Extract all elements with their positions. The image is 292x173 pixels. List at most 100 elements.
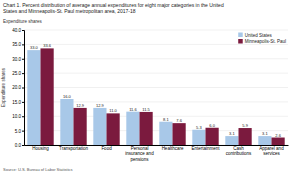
data-label: 11.6 bbox=[129, 107, 137, 112]
x-tick-label: Transportation bbox=[59, 146, 88, 151]
legend-swatch bbox=[238, 39, 243, 44]
y-tick-mark bbox=[22, 88, 24, 89]
data-label: 33.0 bbox=[30, 45, 39, 50]
y-tick: 40.0 bbox=[12, 28, 24, 33]
y-tick-label: 20.0 bbox=[12, 85, 21, 90]
bar bbox=[206, 128, 219, 145]
legend-item: United States bbox=[238, 33, 272, 38]
y-axis-line bbox=[22, 31, 25, 146]
y-tick-mark bbox=[22, 59, 24, 60]
x-tick: Transportation bbox=[59, 145, 88, 151]
legend-swatch bbox=[238, 33, 243, 38]
y-tick: 35.0 bbox=[12, 42, 24, 47]
x-tick: Healthcare bbox=[162, 145, 184, 151]
y-tick-label: 30.0 bbox=[12, 57, 21, 62]
data-label: 16.0 bbox=[63, 94, 72, 99]
y-tick-mark bbox=[22, 131, 24, 132]
data-label: 6.0 bbox=[209, 123, 215, 128]
data-label: 33.6 bbox=[43, 43, 52, 48]
x-tick: Entertainment bbox=[191, 145, 220, 151]
data-label: 7.6 bbox=[176, 118, 182, 123]
y-tick: 5.0 bbox=[15, 129, 24, 134]
bar bbox=[192, 130, 205, 145]
plot: 0.0 5.0 10.0 15.0 20.0 25.0 30.0 35.0 40.0 Housin… bbox=[12, 28, 288, 162]
y-tick-label: 40.0 bbox=[12, 28, 21, 33]
legend-item: Minneapolis-St. Paul bbox=[238, 39, 286, 44]
y-tick-mark bbox=[22, 73, 24, 74]
y-tick: 15.0 bbox=[12, 100, 24, 105]
bar bbox=[272, 138, 285, 145]
data-label: 12.9 bbox=[76, 103, 85, 108]
grid-line bbox=[24, 73, 288, 74]
bar bbox=[159, 122, 172, 145]
bar bbox=[225, 136, 238, 145]
x-tick-label: Housing bbox=[32, 146, 49, 151]
x-tick: Cashcontributions bbox=[226, 145, 252, 156]
data-label: 11.5 bbox=[142, 107, 150, 112]
y-tick-label: 0.0 bbox=[15, 143, 22, 148]
y-tick-label: 10.0 bbox=[12, 114, 21, 119]
bar bbox=[93, 108, 106, 145]
bar bbox=[126, 112, 139, 145]
y-tick-label: 25.0 bbox=[12, 71, 21, 76]
bar bbox=[173, 123, 186, 145]
bar bbox=[107, 113, 120, 145]
series bbox=[41, 48, 285, 145]
grid bbox=[24, 30, 288, 145]
grid-line bbox=[24, 87, 288, 88]
series bbox=[27, 50, 271, 145]
x-tick-label: Healthcare bbox=[162, 146, 184, 151]
legend-label: United States bbox=[245, 33, 273, 38]
source: Source: U.S. Bureau of Labor Statistics bbox=[3, 167, 73, 172]
x-tick-label: Cashcontributions bbox=[226, 146, 252, 156]
x-tick-label: Food bbox=[101, 146, 112, 151]
grid-line bbox=[24, 30, 288, 31]
y-tick: 20.0 bbox=[12, 85, 24, 90]
y-tick-mark bbox=[22, 145, 24, 146]
y-tick: 10.0 bbox=[12, 114, 24, 119]
x-tick: Housing bbox=[32, 145, 49, 151]
data-labels: 33.016.012.911.68.15.33.13.133.612.911.0… bbox=[30, 43, 282, 137]
y-label-header: Expenditure shares bbox=[3, 19, 43, 24]
y-tick: 25.0 bbox=[12, 71, 24, 76]
grid-line bbox=[24, 44, 288, 45]
legend-label: Minneapolis-St. Paul bbox=[245, 39, 286, 44]
data-label: 5.9 bbox=[242, 123, 248, 128]
data-label: 8.1 bbox=[163, 117, 169, 122]
chart: Chart 1. Percent distribution of average… bbox=[0, 0, 292, 173]
x-tick: Personalinsurance andpensions bbox=[125, 145, 154, 162]
y-tick: 30.0 bbox=[12, 57, 24, 62]
bar bbox=[74, 108, 87, 145]
x-axis: Housing Transportation Food Personalinsuran… bbox=[25, 145, 289, 162]
y-tick: 0.0 bbox=[15, 143, 24, 148]
bar bbox=[140, 112, 153, 145]
bar bbox=[239, 128, 252, 145]
y-tick-label: 15.0 bbox=[12, 100, 21, 105]
data-label: 5.3 bbox=[196, 125, 202, 130]
y-axis-label: Expenditure shares bbox=[1, 67, 6, 107]
data-label: 3.1 bbox=[229, 131, 235, 136]
y-axis: 0.0 5.0 10.0 15.0 20.0 25.0 30.0 35.0 40.0 bbox=[12, 28, 24, 148]
bar bbox=[41, 48, 54, 145]
y-tick-mark bbox=[22, 116, 24, 117]
bars bbox=[27, 48, 284, 145]
y-tick-mark bbox=[22, 30, 24, 31]
data-label: 2.6 bbox=[275, 133, 281, 138]
bar bbox=[258, 136, 271, 145]
title: Chart 1. Percent distribution of average… bbox=[3, 2, 224, 14]
x-tick: Apparel andservices bbox=[259, 145, 284, 156]
bar bbox=[27, 50, 40, 145]
x-tick-label: Entertainment bbox=[191, 146, 220, 151]
x-tick-label: Apparel andservices bbox=[259, 146, 284, 156]
legend: United StatesMinneapolis-St. Paul bbox=[238, 33, 286, 45]
y-tick-label: 5.0 bbox=[15, 129, 22, 134]
data-label: 3.1 bbox=[262, 131, 268, 136]
x-tick-label: Personalinsurance andpensions bbox=[125, 146, 154, 161]
bar bbox=[60, 99, 73, 145]
grid-line bbox=[24, 58, 288, 59]
x-tick: Food bbox=[101, 145, 112, 151]
y-tick-mark bbox=[22, 44, 24, 45]
y-tick-mark bbox=[22, 102, 24, 103]
data-label: 11.0 bbox=[109, 108, 117, 113]
y-tick-label: 35.0 bbox=[12, 42, 21, 47]
